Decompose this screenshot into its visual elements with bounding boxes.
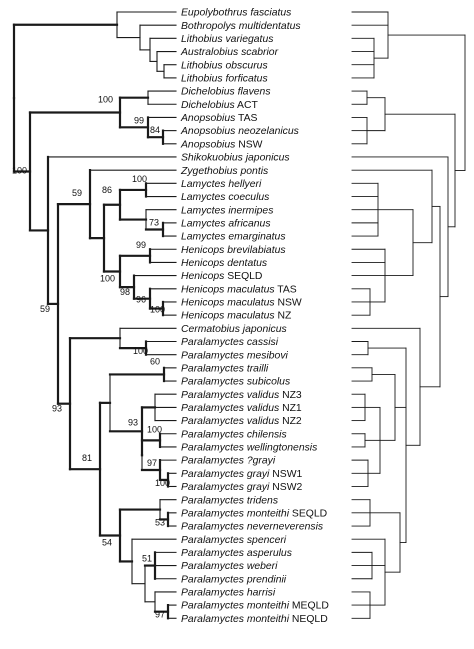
support-value: 60	[150, 356, 160, 366]
support-value: 93	[128, 417, 138, 427]
taxon-label: Paralamyctes tridens	[181, 495, 278, 506]
support-value: 96	[136, 295, 146, 305]
support-value: 100	[147, 424, 162, 434]
taxon-label: Anopsobius NSW	[180, 139, 263, 150]
tree-branches-main	[12, 11, 177, 620]
taxon-label: Shikokuobius japonicus	[181, 153, 290, 164]
taxon-label: Paralamyctes harrisi	[181, 588, 276, 599]
taxon-label: Henicops maculatus TAS	[181, 284, 297, 295]
support-value: 100	[155, 478, 170, 488]
taxon-label: Henicops dentatus	[181, 258, 267, 269]
taxon-label: Paralamyctes grayi NSW2	[181, 482, 303, 493]
support-value: 53	[155, 517, 165, 527]
taxon-label: Paralamyctes subicolus	[181, 377, 290, 388]
taxon-label: Paralamyctes spenceri	[181, 535, 287, 546]
taxon-label: Paralamyctes monteithi SEQLD	[181, 508, 327, 519]
taxon-label: Paralamyctes cassisi	[181, 337, 279, 348]
support-value: 100	[133, 346, 148, 356]
taxon-label: Henicops SEQLD	[181, 271, 262, 282]
taxon-label: Paralamyctes prendinii	[181, 574, 287, 585]
taxon-label: Paralamyctes grayi NSW1	[181, 469, 303, 480]
taxon-label: Bothropolys multidentatus	[181, 21, 301, 32]
support-value: 100	[100, 273, 115, 283]
taxon-label: Dichelobius flavens	[181, 87, 271, 98]
taxon-label: Lithobius obscurus	[181, 60, 268, 71]
taxon-label: Anopsobius TAS	[180, 113, 258, 124]
taxon-label: Australobius scabrior	[180, 47, 279, 58]
support-values: 8499100100738699100969810059100601001009…	[12, 94, 170, 619]
support-value: 59	[40, 304, 50, 314]
support-value: 51	[142, 554, 152, 564]
tree-branches-comparison	[351, 11, 466, 619]
support-value: 99	[134, 115, 144, 125]
taxon-label: Lamyctes emarginatus	[181, 232, 286, 243]
taxon-label: Paralamyctes mesibovi	[181, 350, 289, 361]
taxon-label: Lamyctes coeculus	[181, 192, 269, 203]
taxon-label: Lamyctes africanus	[181, 218, 271, 229]
taxon-label: Paralamyctes weberi	[181, 561, 278, 572]
support-value: 100	[132, 174, 147, 184]
taxon-label: Dichelobius ACT	[181, 100, 258, 111]
taxon-label: Paralamyctes asperulus	[181, 548, 292, 559]
taxon-label: Eupolybothrus fasciatus	[181, 8, 291, 19]
support-value: 54	[102, 537, 112, 547]
taxon-labels: Eupolybothrus fasciatus Bothropolys multi…	[180, 8, 329, 625]
taxon-label: Paralamyctes trailli	[181, 363, 269, 374]
taxon-label: Zygethobius pontis	[180, 166, 268, 177]
taxon-label: Henicops maculatus NZ	[181, 311, 292, 322]
taxon-label: Paralamyctes monteithi MEQLD	[181, 601, 329, 612]
taxon-label: Paralamyctes wellingtonensis	[181, 443, 317, 454]
taxon-label: Lamyctes hellyeri	[181, 179, 262, 190]
taxon-label: Cermatobius japonicus	[181, 324, 287, 335]
taxon-label: Henicops maculatus NSW	[181, 298, 302, 309]
taxon-label: Henicops brevilabiatus	[181, 245, 286, 256]
taxon-label: Paralamyctes validus NZ1	[181, 403, 302, 414]
support-value: 81	[82, 453, 92, 463]
support-value: 59	[72, 188, 82, 198]
support-value: 86	[102, 185, 112, 195]
support-value: 99	[136, 240, 146, 250]
support-value: 84	[150, 125, 160, 135]
support-value: 100	[12, 165, 27, 175]
support-value: 93	[52, 404, 62, 414]
support-value: 100	[150, 305, 165, 315]
taxon-label: Lamyctes inermipes	[181, 205, 273, 216]
taxon-label: Paralamyctes monteithi NEQLD	[181, 614, 328, 625]
taxon-label: Paralamyctes chilensis	[181, 429, 287, 440]
taxon-label: Paralamyctes validus NZ3	[181, 390, 302, 401]
taxon-label: Paralamyctes neverneverensis	[181, 522, 323, 533]
support-value: 98	[120, 287, 130, 297]
support-value: 100	[98, 94, 113, 104]
taxon-label: Lithobius variegatus	[181, 34, 273, 45]
taxon-label: Paralamyctes ?grayi	[181, 456, 276, 467]
taxon-label: Lithobius forficatus	[181, 74, 268, 85]
support-value: 97	[147, 458, 157, 468]
support-value: 73	[149, 217, 159, 227]
support-value: 97	[155, 610, 165, 620]
taxon-label: Paralamyctes validus NZ2	[181, 416, 302, 427]
taxon-label: Anopsobius neozelanicus	[180, 126, 299, 137]
